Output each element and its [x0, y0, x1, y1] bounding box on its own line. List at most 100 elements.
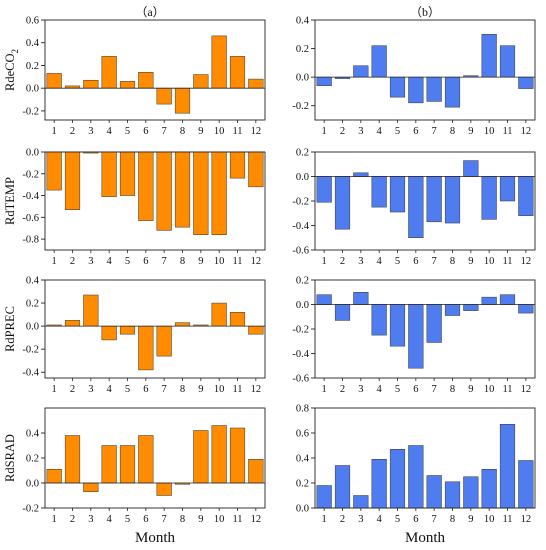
y-tick-label: 0.0 — [296, 73, 309, 84]
x-tick-label: 7 — [162, 514, 167, 525]
y-tick-label: -0.8 — [22, 235, 39, 246]
x-tick-label: 2 — [340, 126, 345, 137]
x-tick-label: 7 — [432, 514, 437, 525]
bar-month-1 — [316, 294, 332, 305]
x-tick-label: 1 — [322, 514, 327, 525]
y-tick-label: 0.0 — [296, 172, 309, 183]
x-tick-label: 8 — [450, 126, 455, 137]
x-tick-label: 3 — [88, 256, 93, 267]
x-tick-label: 10 — [484, 514, 495, 525]
bar-month-6 — [408, 304, 424, 369]
bar-month-9 — [463, 476, 479, 509]
bar-month-10 — [211, 35, 227, 89]
x-tick-label: 5 — [125, 514, 130, 525]
x-tick-label: 10 — [214, 514, 225, 525]
plot-frame — [44, 279, 266, 379]
x-tick-label: 5 — [395, 256, 400, 267]
x-tick-label: 3 — [358, 514, 363, 525]
y-tick-label: 0.2 — [26, 299, 39, 310]
bar-month-7 — [426, 475, 442, 509]
bar-month-6 — [408, 176, 424, 238]
x-tick-label: 11 — [232, 514, 242, 525]
bar-month-3 — [353, 65, 369, 78]
bar-month-1 — [46, 73, 62, 89]
x-tick-label: 9 — [468, 256, 473, 267]
y-tick-label: -0.4 — [292, 221, 309, 232]
bar-month-12 — [518, 76, 534, 89]
x-tick-label: 1 — [52, 126, 57, 137]
x-tick-label: 11 — [502, 384, 512, 395]
plot-frame — [314, 19, 536, 121]
x-tick-label: 6 — [413, 514, 418, 525]
x-tick-label: 6 — [413, 256, 418, 267]
x-tick-label: 3 — [358, 384, 363, 395]
x-tick-label: 3 — [88, 514, 93, 525]
bar-month-11 — [229, 56, 246, 89]
x-tick-label: 7 — [162, 126, 167, 137]
x-tick-label: 4 — [107, 384, 113, 395]
x-tick-label: 4 — [377, 256, 383, 267]
y-tick-label: 0.0 — [26, 148, 39, 159]
panel-label-a: （a） — [135, 5, 164, 19]
bar-month-1 — [316, 76, 332, 86]
bar-month-10 — [481, 176, 497, 220]
bar-month-10 — [211, 425, 227, 484]
y-axis-label: RdTEMP — [3, 177, 17, 225]
y-tick-label: 0.2 — [26, 454, 39, 465]
bar-month-12 — [248, 151, 264, 188]
bar-month-6 — [138, 151, 154, 221]
bar-month-4 — [101, 56, 117, 89]
y-tick-label: 0.2 — [296, 148, 309, 159]
bar-month-11 — [499, 45, 516, 78]
x-tick-label: 8 — [180, 126, 185, 137]
chart-panel-8: 0.00.20.40.60.81 2 3 4 5 6 7 8 9 10 11 12 — [296, 404, 536, 525]
y-tick-label: 0.0 — [26, 479, 39, 490]
y-tick-label: -0.4 — [22, 368, 39, 379]
y-tick-label: 0.4 — [26, 38, 40, 49]
bar-month-6 — [138, 435, 154, 484]
bar-month-2 — [334, 304, 351, 321]
bar-month-9 — [193, 74, 209, 89]
bar-month-11 — [229, 427, 246, 484]
bar-month-7 — [156, 482, 172, 496]
bar-month-7 — [426, 304, 442, 343]
panel-label-b: （b） — [410, 5, 440, 19]
bar-month-1 — [316, 485, 332, 509]
bar-month-5 — [119, 151, 136, 196]
x-tick-label: 3 — [358, 256, 363, 267]
bar-month-8 — [174, 151, 191, 228]
x-tick-label: 8 — [180, 514, 185, 525]
bar-month-10 — [211, 302, 227, 327]
x-tick-label: 5 — [125, 384, 130, 395]
bar-month-12 — [248, 325, 264, 335]
bar-month-6 — [138, 72, 154, 89]
x-tick-label: 8 — [180, 256, 185, 267]
y-tick-label: 0.6 — [26, 16, 39, 27]
x-tick-label: 11 — [232, 384, 242, 395]
bar-month-6 — [408, 445, 424, 509]
bar-month-10 — [481, 34, 497, 78]
y-tick-label: 0.0 — [296, 504, 309, 515]
x-tick-label: 11 — [502, 256, 512, 267]
x-tick-label: 2 — [70, 384, 75, 395]
bar-month-5 — [389, 176, 406, 213]
y-tick-label: -0.6 — [292, 246, 309, 257]
y-tick-label: -0.4 — [22, 191, 39, 202]
bar-month-4 — [101, 151, 117, 197]
x-tick-label: 2 — [70, 256, 75, 267]
x-tick-label: 4 — [377, 514, 383, 525]
x-tick-label: 1 — [52, 256, 57, 267]
y-tick-label: 0.0 — [26, 84, 39, 95]
x-tick-label: 2 — [70, 514, 75, 525]
x-tick-label: 11 — [502, 126, 512, 137]
bar-month-9 — [193, 151, 209, 236]
x-tick-label: 12 — [251, 256, 262, 267]
x-tick-label: 5 — [125, 256, 130, 267]
bar-month-3 — [353, 495, 369, 509]
bar-month-12 — [248, 459, 264, 484]
bar-month-11 — [229, 151, 246, 179]
x-tick-label: 3 — [88, 384, 93, 395]
x-tick-label: 9 — [198, 384, 203, 395]
y-tick-label: 0.6 — [296, 429, 309, 440]
